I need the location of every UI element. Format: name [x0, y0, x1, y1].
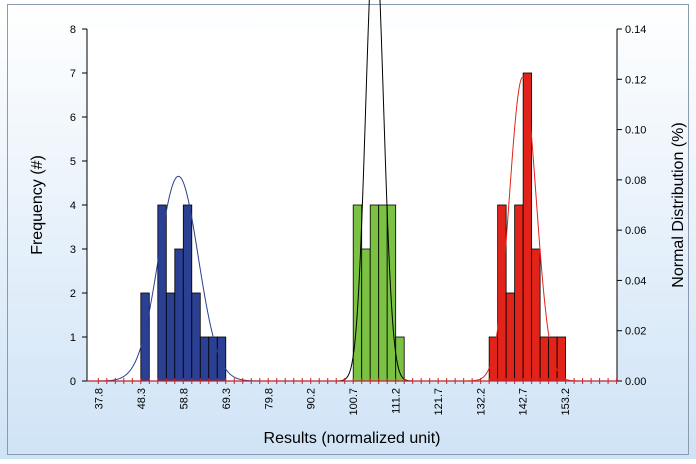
y2-tick-label: 0.04: [625, 275, 646, 287]
y-tick-label: 3: [70, 244, 76, 256]
x-tick-label: 69.3: [221, 388, 233, 409]
y-tick-label: 8: [70, 24, 76, 36]
histogram-bar-1-7: [191, 292, 201, 382]
x-tick-label: 90.2: [305, 388, 317, 409]
histogram-bar-1-4: [165, 292, 176, 382]
x-tick-label: 132.2: [475, 388, 487, 416]
y-axis-title: Frequency (#): [29, 155, 46, 255]
y-tick-label: 4: [70, 200, 76, 212]
x-tick-label: 79.8: [263, 388, 275, 409]
y2-axis-title: Normal Distribution (%): [670, 122, 687, 287]
histogram-bar-2-2: [361, 248, 371, 382]
y-tick-label: 1: [70, 332, 76, 344]
histogram-bar-2-4: [378, 204, 388, 382]
histogram-bar-3-7: [539, 336, 550, 382]
histogram-bar-3-1: [488, 336, 499, 382]
histogram-bar-3-4: [514, 204, 524, 382]
histogram-bar-3-3: [505, 292, 516, 382]
y-tick-label: 6: [70, 112, 76, 124]
y2-tick-label: 0.02: [625, 326, 646, 338]
chart-frame: [7, 4, 689, 455]
x-tick-label: 142.7: [518, 388, 530, 416]
y-tick-label: 7: [70, 68, 76, 80]
histogram-bar-1-3: [157, 204, 167, 382]
x-tick-label: 37.8: [93, 388, 105, 409]
histogram-bar-3-6: [531, 248, 541, 382]
histogram-bar-3-9: [556, 336, 567, 382]
x-tick-label: 121.7: [433, 388, 445, 416]
y-tick-label: 5: [70, 156, 76, 168]
histogram-bar-1-8: [199, 336, 210, 382]
x-tick-label: 153.2: [560, 388, 572, 416]
x-tick-label: 100.7: [348, 388, 360, 416]
histogram-bar-1-5: [174, 248, 184, 382]
x-tick-label: 58.8: [178, 388, 190, 409]
ticks-layer: 0 1 2 3 4 5 6 7 8 0.00 0.02 0.04 0.06 0.08 0.10 0.12 0.1…: [70, 24, 647, 416]
histogram-bar-2-5: [386, 204, 397, 382]
y2-tick-label: 0.08: [625, 175, 646, 187]
y2-tick-label: 0.12: [625, 74, 646, 86]
y-tick-label: 2: [70, 288, 76, 300]
histogram-bar-2-1: [352, 204, 363, 382]
x-tick-label: 48.3: [136, 388, 148, 409]
histogram-bar-2-3: [369, 204, 380, 382]
y2-tick-label: 0.14: [625, 24, 646, 36]
histogram-bar-1-6: [182, 204, 193, 382]
y2-tick-label: 0.06: [625, 225, 646, 237]
histogram-bar-1-1: [140, 292, 150, 382]
y-tick-label: 0: [70, 376, 76, 388]
y2-tick-label: 0.00: [625, 376, 646, 388]
histogram-bar-1-9: [208, 336, 218, 382]
y2-tick-label: 0.10: [625, 125, 646, 137]
x-axis-title: Results (normalized unit): [264, 430, 441, 447]
x-tick-label: 111.2: [390, 388, 402, 414]
histogram-bar-1-10: [216, 336, 227, 382]
